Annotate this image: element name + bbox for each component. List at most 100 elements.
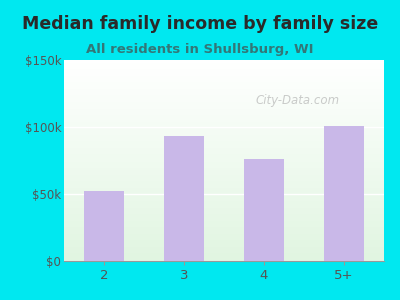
Bar bbox=[64, 149, 384, 150]
Bar bbox=[64, 178, 384, 180]
Bar bbox=[64, 208, 384, 209]
Bar bbox=[64, 210, 384, 211]
Bar bbox=[64, 218, 384, 219]
Bar bbox=[64, 118, 384, 119]
Bar bbox=[64, 172, 384, 174]
Bar bbox=[64, 71, 384, 72]
Bar bbox=[64, 233, 384, 234]
Bar bbox=[64, 142, 384, 143]
Bar bbox=[64, 74, 384, 75]
Bar bbox=[64, 129, 384, 130]
Bar bbox=[64, 132, 384, 134]
Bar bbox=[64, 137, 384, 138]
Bar bbox=[64, 117, 384, 118]
Bar bbox=[64, 121, 384, 122]
Bar bbox=[64, 106, 384, 107]
Bar bbox=[64, 135, 384, 136]
Bar bbox=[64, 80, 384, 81]
Bar bbox=[64, 175, 384, 176]
Bar bbox=[64, 78, 384, 79]
Bar bbox=[64, 259, 384, 260]
Bar bbox=[64, 214, 384, 215]
Bar bbox=[64, 100, 384, 101]
Bar bbox=[64, 232, 384, 233]
Bar bbox=[64, 207, 384, 208]
Bar bbox=[64, 109, 384, 110]
Bar bbox=[64, 125, 384, 126]
Bar bbox=[64, 138, 384, 140]
Bar bbox=[64, 213, 384, 214]
Bar bbox=[64, 76, 384, 77]
Bar bbox=[64, 224, 384, 225]
Bar bbox=[64, 186, 384, 187]
Bar bbox=[64, 194, 384, 195]
Bar bbox=[64, 70, 384, 71]
Bar bbox=[64, 120, 384, 121]
Bar bbox=[64, 184, 384, 186]
Bar bbox=[64, 161, 384, 163]
Bar bbox=[64, 253, 384, 254]
Bar bbox=[64, 96, 384, 97]
Bar bbox=[64, 243, 384, 244]
Bar bbox=[64, 196, 384, 197]
Bar bbox=[64, 131, 384, 132]
Bar bbox=[64, 189, 384, 190]
Bar bbox=[64, 75, 384, 76]
Bar bbox=[64, 67, 384, 68]
Bar bbox=[64, 166, 384, 167]
Bar bbox=[64, 256, 384, 257]
Bar bbox=[64, 255, 384, 256]
Bar bbox=[64, 228, 384, 229]
Bar bbox=[64, 223, 384, 224]
Bar bbox=[64, 200, 384, 201]
Bar bbox=[64, 108, 384, 109]
Bar bbox=[64, 154, 384, 155]
Bar bbox=[64, 199, 384, 200]
Bar bbox=[64, 169, 384, 170]
Bar bbox=[64, 97, 384, 98]
Bar bbox=[64, 68, 384, 69]
Bar bbox=[64, 141, 384, 142]
Bar bbox=[64, 237, 384, 238]
Bar bbox=[64, 89, 384, 90]
Bar bbox=[64, 101, 384, 102]
Bar bbox=[64, 146, 384, 147]
Bar bbox=[324, 126, 364, 261]
Bar bbox=[64, 248, 384, 249]
Bar bbox=[64, 201, 384, 202]
Bar bbox=[64, 206, 384, 207]
Bar bbox=[64, 176, 384, 177]
Bar bbox=[64, 160, 384, 161]
Bar bbox=[64, 157, 384, 158]
Text: Median family income by family size: Median family income by family size bbox=[22, 15, 378, 33]
Bar bbox=[64, 69, 384, 70]
Bar bbox=[64, 219, 384, 220]
Bar bbox=[64, 123, 384, 124]
Bar bbox=[64, 92, 384, 93]
Bar bbox=[64, 180, 384, 181]
Bar bbox=[64, 191, 384, 192]
Bar bbox=[64, 247, 384, 248]
Bar bbox=[64, 103, 384, 104]
Bar bbox=[64, 128, 384, 129]
Bar bbox=[64, 81, 384, 82]
Bar bbox=[64, 102, 384, 103]
Bar bbox=[64, 90, 384, 91]
Bar bbox=[64, 222, 384, 223]
Bar bbox=[64, 105, 384, 106]
Bar bbox=[64, 158, 384, 160]
Bar bbox=[64, 236, 384, 237]
Bar bbox=[64, 235, 384, 236]
Bar bbox=[64, 84, 384, 85]
Bar bbox=[64, 221, 384, 222]
Bar bbox=[64, 258, 384, 259]
Bar bbox=[64, 215, 384, 216]
Bar bbox=[64, 87, 384, 88]
Bar bbox=[64, 225, 384, 226]
Bar bbox=[64, 177, 384, 178]
Bar bbox=[64, 144, 384, 145]
Bar bbox=[64, 257, 384, 258]
Bar bbox=[64, 216, 384, 217]
Bar bbox=[64, 204, 384, 205]
Bar bbox=[64, 72, 384, 73]
